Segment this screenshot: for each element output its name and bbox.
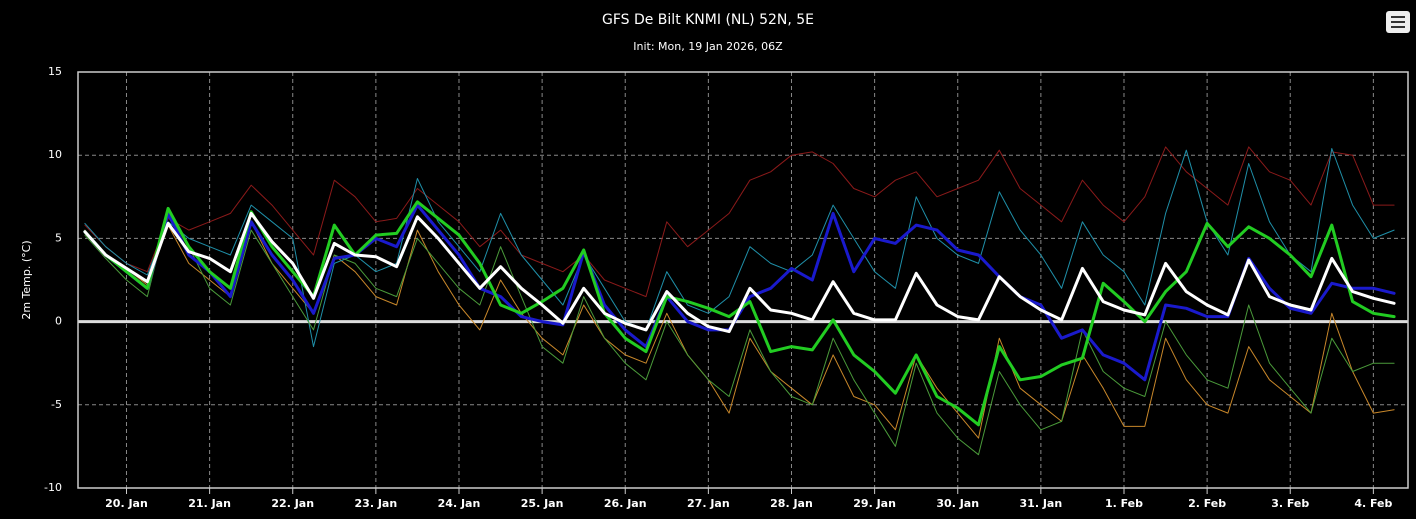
series-line [84,146,1395,298]
x-tick-label: 4. Feb [1354,497,1392,510]
series-line [84,148,1395,348]
x-tick-label: 27. Jan [687,497,730,510]
x-tick-label: 29. Jan [853,497,896,510]
series-line [84,212,1395,456]
menu-icon-bar [1391,16,1405,18]
x-tick-label: 21. Jan [188,497,231,510]
menu-icon-bar [1391,26,1405,28]
series-line [84,221,1395,439]
x-tick-label: 22. Jan [271,497,314,510]
y-axis-label: 2m Temp. (°C) [20,240,33,319]
x-tick-label: 2. Feb [1188,497,1226,510]
y-tick-label: 10 [48,148,62,161]
plot-lines [83,146,1396,456]
y-tick-label: 15 [48,65,62,78]
plot-border [77,71,1409,489]
x-tick-label: 1. Feb [1105,497,1143,510]
x-tick-label: 28. Jan [770,497,813,510]
x-tick-label: 31. Jan [1020,497,1063,510]
x-tick-label: 20. Jan [105,497,148,510]
x-tick-label: 25. Jan [521,497,564,510]
x-tick-label: 26. Jan [604,497,647,510]
menu-icon-bar [1391,21,1405,23]
menu-button[interactable] [1386,11,1410,33]
chart-subtitle: Init: Mon, 19 Jan 2026, 06Z [633,40,783,53]
y-tick-label: -5 [51,398,62,411]
y-tick-label: 5 [55,231,62,244]
chart-title: GFS De Bilt KNMI (NL) 52N, 5E [602,12,814,28]
x-tick-label: 3. Feb [1271,497,1309,510]
series-line [83,211,1396,334]
x-tick-label: 23. Jan [355,497,398,510]
y-tick-label: 0 [55,315,62,328]
x-tick-label: 30. Jan [936,497,979,510]
grid [78,72,1408,488]
axes: -10 -5 0 5 10 15 20. Jan 21. Jan 22. Jan 23. Jan 2… [44,65,1409,510]
y-tick-label: -10 [44,481,62,494]
x-tick-label: 24. Jan [438,497,481,510]
